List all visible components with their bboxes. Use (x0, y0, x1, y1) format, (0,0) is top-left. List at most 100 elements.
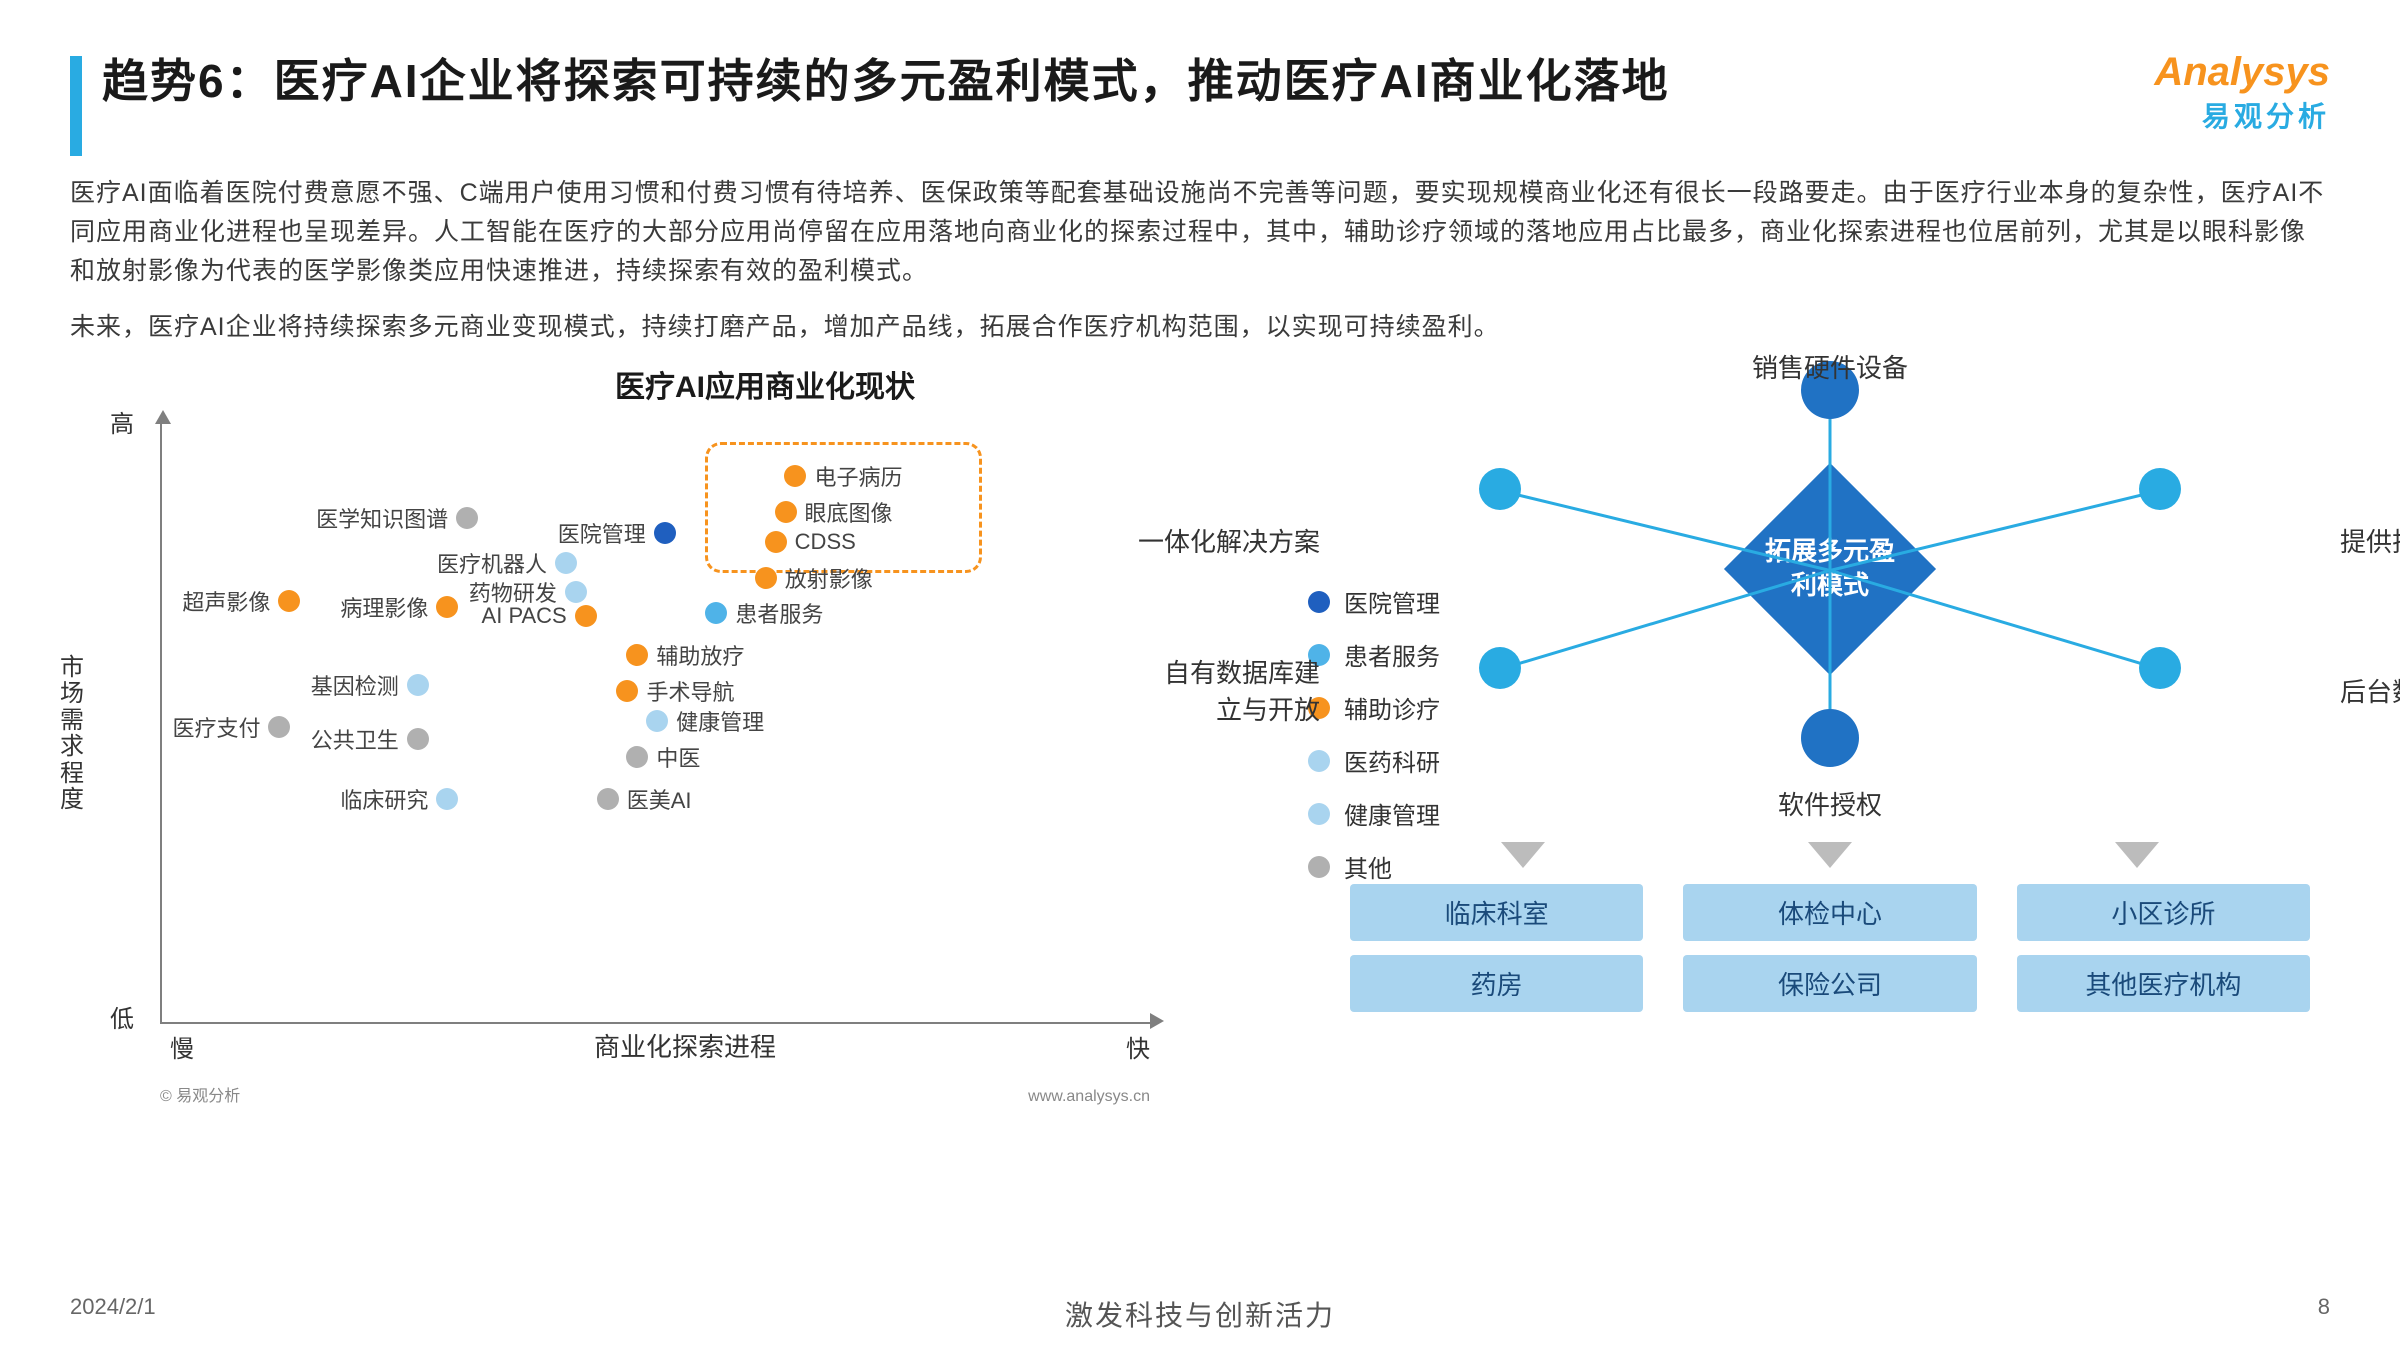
logo: Analysys 易观分析 (2154, 50, 2330, 135)
dot-icon (626, 644, 648, 666)
scatter-point: 眼底图像 (775, 496, 893, 528)
box-row-2: 药房保险公司其他医疗机构 (1350, 955, 2310, 1012)
point-label: 患者服务 (735, 597, 823, 629)
dot-icon (407, 674, 429, 696)
scatter-chart: 医疗AI应用商业化现状 市场需求程度 高 低 医学知识图谱超声影像病理影像医疗机… (70, 362, 1300, 1106)
paragraph-2: 未来，医疗AI企业将持续探索多元商业变现模式，持续打磨产品，增加产品线，拓展合作… (70, 308, 2330, 347)
footer-page: 8 (2318, 1294, 2330, 1320)
dot-icon (456, 507, 478, 529)
dot-icon (268, 716, 290, 738)
point-label: 公共卫生 (311, 723, 399, 755)
scatter-point: 临床研究 (340, 783, 458, 815)
spoke-node (1801, 709, 1859, 767)
scatter-point: 中医 (626, 741, 700, 773)
logo-name: Analysys (2154, 50, 2330, 95)
x-slow: 慢 (170, 1029, 194, 1064)
partner-box: 临床科室 (1350, 884, 1643, 941)
dot-icon (765, 531, 787, 553)
down-arrow-icon (1501, 842, 1545, 868)
spoke-node (2139, 468, 2181, 510)
point-label: 辅助放疗 (656, 639, 744, 671)
dot-icon (616, 680, 638, 702)
scatter-point: 基因检测 (311, 669, 429, 701)
dot-icon (775, 501, 797, 523)
scatter-point: 患者服务 (705, 597, 823, 629)
scatter-point: 辅助放疗 (626, 639, 744, 671)
hub: 拓展多元盈利模式 销售硬件设备一体化解决方案提供技术服务自有数据库建立与开放后台… (1330, 362, 2330, 832)
chart-title: 医疗AI应用商业化现状 (230, 362, 1300, 406)
box-row-1: 临床科室体检中心小区诊所 (1350, 884, 2310, 941)
dot-icon (705, 602, 727, 624)
point-label: 医院管理 (558, 517, 646, 549)
dot-icon (755, 567, 777, 589)
down-arrow-icon (1808, 842, 1852, 868)
dot-icon (784, 465, 806, 487)
scatter-point: 手术导航 (616, 675, 734, 707)
dot-icon (1308, 856, 1330, 878)
dot-icon (555, 552, 577, 574)
dot-icon (436, 788, 458, 810)
scatter-point: 医学知识图谱 (316, 502, 478, 534)
dot-icon (575, 605, 597, 627)
paragraph-1: 医疗AI面临着医院付费意愿不强、C端用户使用习惯和付费习惯有待培养、医保政策等配… (70, 174, 2330, 290)
spoke-node (1479, 647, 1521, 689)
point-label: 医疗支付 (172, 711, 260, 743)
point-label: 医疗机器人 (437, 547, 547, 579)
profit-model-diagram: 拓展多元盈利模式 销售硬件设备一体化解决方案提供技术服务自有数据库建立与开放后台… (1330, 362, 2330, 1106)
footer-slogan: 激发科技与创新活力 (1065, 1294, 1335, 1334)
point-label: 健康管理 (676, 705, 764, 737)
point-label: 临床研究 (340, 783, 428, 815)
point-label: CDSS (795, 529, 856, 555)
scatter-point: CDSS (765, 529, 856, 555)
down-arrow-icon (2115, 842, 2159, 868)
y-high: 高 (110, 404, 134, 439)
logo-sub: 易观分析 (2154, 95, 2330, 135)
scatter-point: 病理影像 (340, 591, 458, 623)
dot-icon (597, 788, 619, 810)
point-label: 电子病历 (814, 460, 902, 492)
scatter-point: 电子病历 (784, 460, 902, 492)
footer: 2024/2/1 激发科技与创新活力 8 (70, 1294, 2330, 1320)
spoke-label: 自有数据库建立与开放 (1160, 653, 1320, 727)
point-label: 医学知识图谱 (316, 502, 448, 534)
arrow-up-icon (155, 410, 171, 424)
spoke-label: 提供技术服务 (2340, 522, 2400, 559)
plot-area: 医学知识图谱超声影像病理影像医疗机器人药物研发AI PACS医院管理患者服务电子… (160, 424, 1150, 1024)
scatter-point: 健康管理 (646, 705, 764, 737)
dot-icon (407, 728, 429, 750)
title-accent (70, 56, 82, 156)
spoke-node (2139, 647, 2181, 689)
point-label: 手术导航 (646, 675, 734, 707)
dot-icon (436, 596, 458, 618)
spoke-label: 软件授权 (1778, 785, 1882, 822)
spoke-label: 后台数据变现 (2340, 672, 2400, 709)
down-arrows (1370, 842, 2290, 868)
partner-box: 其他医疗机构 (2017, 955, 2310, 1012)
dot-icon (1308, 591, 1330, 613)
dot-icon (278, 590, 300, 612)
footer-date: 2024/2/1 (70, 1294, 156, 1320)
arrow-right-icon (1150, 1013, 1164, 1029)
partner-box: 药房 (1350, 955, 1643, 1012)
page-title: 趋势6：医疗AI企业将探索可持续的多元盈利模式，推动医疗AI商业化落地 (102, 50, 2330, 112)
point-label: 医美AI (627, 783, 692, 815)
scatter-point: 医美AI (597, 783, 692, 815)
y-axis-label: 市场需求程度 (60, 655, 82, 813)
partner-box: 体检中心 (1683, 884, 1976, 941)
dot-icon (1308, 803, 1330, 825)
y-low: 低 (110, 999, 134, 1034)
scatter-point: 医疗支付 (172, 711, 290, 743)
dot-icon (1308, 750, 1330, 772)
spoke-label: 一体化解决方案 (1138, 522, 1320, 559)
partner-box: 保险公司 (1683, 955, 1976, 1012)
scatter-point: 医疗机器人 (437, 547, 577, 579)
scatter-point: 放射影像 (755, 562, 873, 594)
dot-icon (626, 746, 648, 768)
scatter-point: 医院管理 (558, 517, 676, 549)
x-fast: 快 (1126, 1029, 1150, 1064)
scatter-point: 超声影像 (182, 585, 300, 617)
point-label: 超声影像 (182, 585, 270, 617)
point-label: 中医 (656, 741, 700, 773)
scatter-point: AI PACS (482, 603, 597, 629)
dot-icon (654, 522, 676, 544)
